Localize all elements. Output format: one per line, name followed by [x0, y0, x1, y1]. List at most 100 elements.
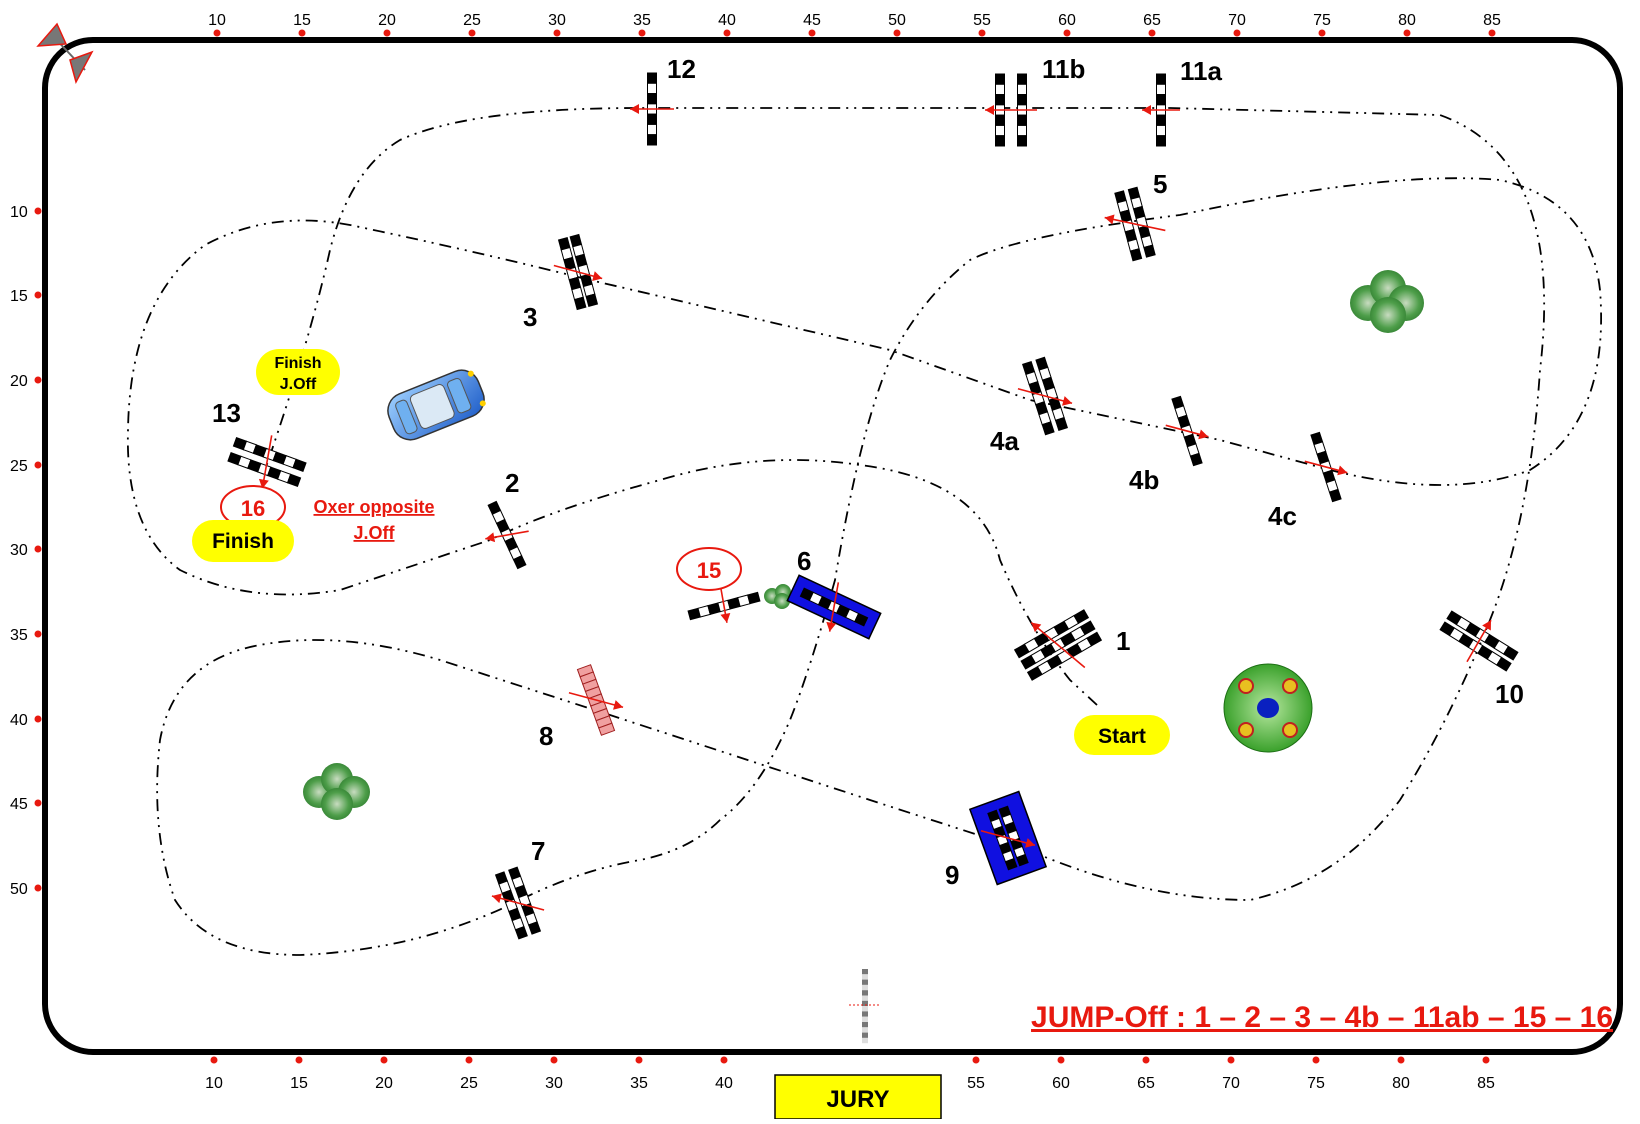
ruler-bottom-tick: [210, 1056, 218, 1064]
ruler-top-tick-label: 35: [633, 12, 651, 29]
ruler-left-tick: [34, 291, 42, 299]
ruler-bottom-tick: [1312, 1056, 1320, 1064]
ruler-top-tick: [383, 29, 391, 37]
obstacle-layer: [227, 72, 1519, 1044]
ruler-left-tick: [34, 715, 42, 723]
ruler-top-tick: [1488, 29, 1496, 37]
obstacle-label-10: 10: [1495, 679, 1524, 709]
bush-icon: [764, 584, 791, 609]
ruler-top: 10 15 20 25 30 35 40 45 50 55 60 65 70 75 80 85: [208, 12, 1501, 37]
ruler-top-tick: [213, 29, 221, 37]
ruler-top-tick-label: 40: [718, 12, 736, 29]
ruler-top-tick: [553, 29, 561, 37]
obstacle-label-3: 3: [523, 302, 537, 332]
ruler-top-tick: [978, 29, 986, 37]
ruler-left-tick-label: 25: [10, 458, 28, 475]
compass-arrow-icon: [36, 22, 94, 85]
ruler-top-tick: [1063, 29, 1071, 37]
ruler-left-tick: [34, 207, 42, 215]
ruler-top-tick-label: 20: [378, 12, 396, 29]
ruler-bottom-tick-label: 40: [715, 1075, 733, 1092]
ruler-top-tick: [468, 29, 476, 37]
ruler-bottom-tick-label: 15: [290, 1075, 308, 1092]
jury-box: JURY: [774, 1074, 942, 1120]
ruler-bottom-tick: [380, 1056, 388, 1064]
obstacle-11a: [1142, 73, 1180, 147]
ruler-bottom-tick: [295, 1056, 303, 1064]
obstacle-label-1: 1: [1116, 626, 1130, 656]
ruler-bottom-tick-label: 25: [460, 1075, 478, 1092]
arena-boundary: [42, 37, 1623, 1055]
route-segment-start-1-2: [126, 107, 1602, 956]
ruler-bottom-tick: [465, 1056, 473, 1064]
obstacle-labels: 1 2 3 4a 4b 4c 5 6 7 8 9 10 11a 11b 12 1…: [212, 54, 1524, 890]
ruler-top-tick-label: 75: [1313, 12, 1331, 29]
obstacle-9: [968, 790, 1048, 886]
obstacle-13: [227, 435, 307, 489]
obstacle-label-9: 9: [945, 860, 959, 890]
ruler-bottom-tick: [550, 1056, 558, 1064]
ruler-left-tick: [34, 461, 42, 469]
obstacle-label-12: 12: [667, 54, 696, 84]
ruler-bottom-tick: [1057, 1056, 1065, 1064]
oxer-opposite-note: Oxer opposite J.Off: [313, 497, 434, 543]
ruler-bottom-tick: [1482, 1056, 1490, 1064]
obstacle-10: [1439, 610, 1519, 672]
jury-label: JURY: [826, 1086, 889, 1113]
ruler-bottom-tick-label: 85: [1477, 1075, 1495, 1092]
obstacle-7: [491, 866, 545, 940]
oxer-note-line1: Oxer opposite: [313, 497, 434, 517]
ruler-bottom-tick: [1142, 1056, 1150, 1064]
jumpoff-sequence: JUMP-Off : 1 – 2 – 3 – 4b – 11ab – 15 – …: [1031, 1001, 1613, 1034]
obstacle-label-8: 8: [539, 721, 553, 751]
ruler-left-tick-label: 50: [10, 881, 28, 898]
timing-pole: [849, 969, 881, 1044]
obstacle-label-5: 5: [1153, 169, 1167, 199]
flower-island-icon: [1223, 663, 1313, 753]
ruler-top-tick: [723, 29, 731, 37]
ruler-top-tick-label: 60: [1058, 12, 1076, 29]
finish-marker: Finish: [192, 520, 294, 562]
ruler-top-tick-label: 55: [973, 12, 991, 29]
ruler-bottom-tick-label: 20: [375, 1075, 393, 1092]
jumpoff-label-15: 15: [697, 558, 721, 583]
ruler-bottom-tick: [720, 1056, 728, 1064]
ruler-top-tick-label: 25: [463, 12, 481, 29]
ruler-top-tick-label: 85: [1483, 12, 1501, 29]
obstacle-label-4c: 4c: [1268, 501, 1297, 531]
finish-joff-marker: Finish J.Off: [256, 349, 340, 395]
ruler-top-tick: [1318, 29, 1326, 37]
ruler-left-tick-label: 30: [10, 542, 28, 559]
ruler-bottom-tick: [1397, 1056, 1405, 1064]
obstacle-5: [1104, 186, 1166, 262]
ruler-left-tick: [34, 376, 42, 384]
start-marker: Start: [1074, 715, 1170, 755]
course-route: [126, 107, 1602, 956]
ruler-left-tick-label: 35: [10, 627, 28, 644]
ruler-top-tick-label: 45: [803, 12, 821, 29]
ruler-left-tick: [34, 545, 42, 553]
obstacle-4c: [1304, 431, 1348, 503]
bush-icon: [1350, 270, 1424, 333]
ruler-bottom-tick: [635, 1056, 643, 1064]
ruler-left-tick: [34, 630, 42, 638]
ruler-left-tick-label: 40: [10, 712, 28, 729]
ruler-bottom: 10 15 20 25 30 35 40 55 60 65 70 75 80 85: [205, 1056, 1495, 1092]
ruler-bottom-tick-label: 65: [1137, 1075, 1155, 1092]
car-icon: [387, 369, 486, 441]
ruler-top-tick-label: 80: [1398, 12, 1416, 29]
obstacle-label-11b: 11b: [1042, 54, 1085, 84]
obstacle-label-4a: 4a: [990, 426, 1019, 456]
ruler-bottom-tick-label: 80: [1392, 1075, 1410, 1092]
obstacle-3: [553, 233, 603, 311]
ruler-top-tick: [638, 29, 646, 37]
ruler-left-tick: [34, 799, 42, 807]
start-label: Start: [1098, 725, 1146, 748]
obstacle-1: [1013, 609, 1103, 681]
ruler-left: 10 15 20 25 30 35 40 45 50: [10, 204, 42, 898]
ruler-top-tick-label: 15: [293, 12, 311, 29]
obstacle-label-13: 13: [212, 398, 241, 428]
obstacle-12: [630, 72, 674, 146]
